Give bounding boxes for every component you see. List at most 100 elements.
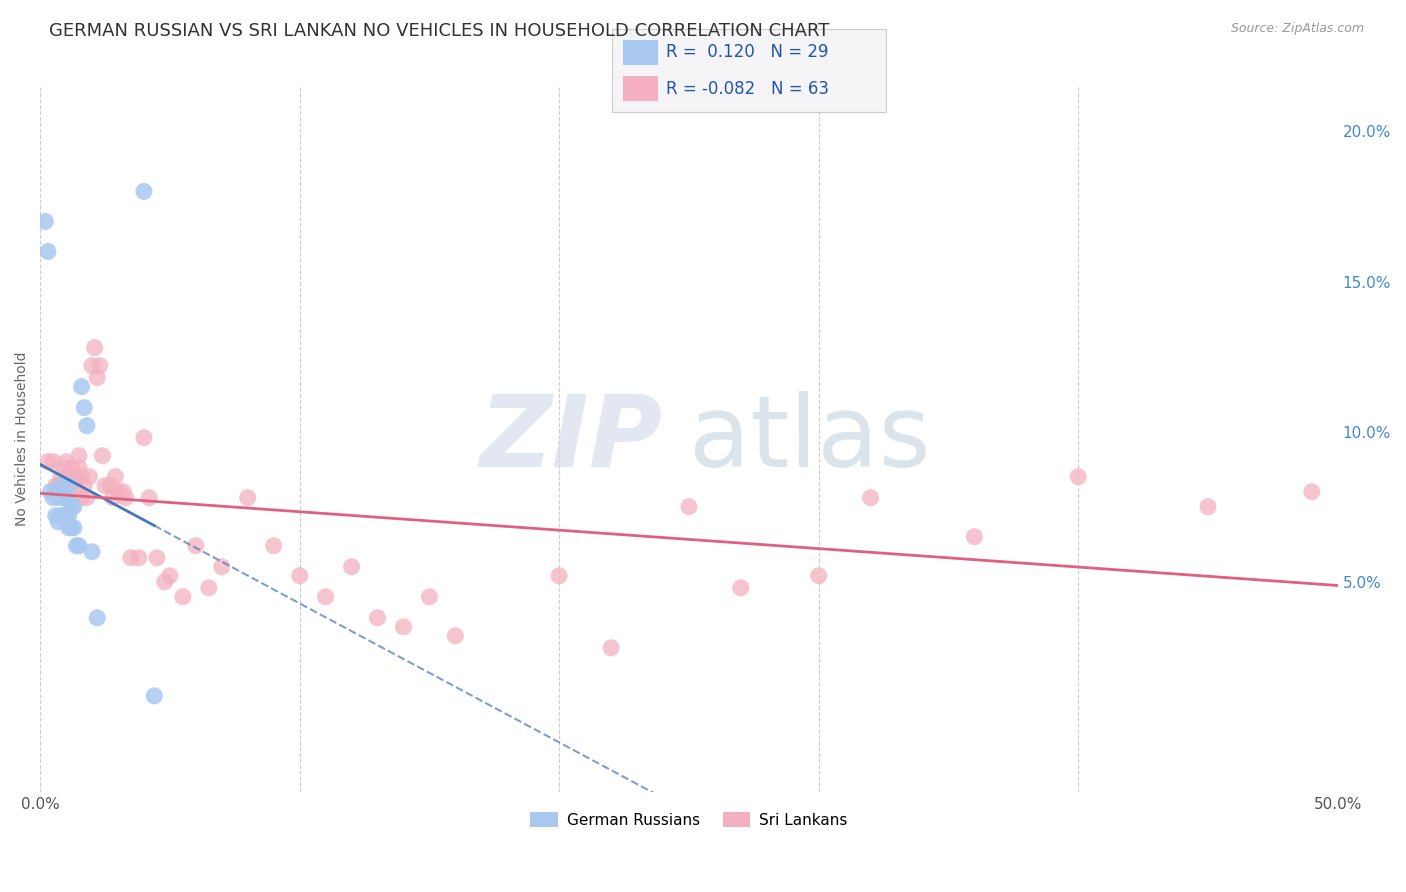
Point <box>63 500 86 514</box>
Point <box>198 581 221 595</box>
Point <box>730 581 752 595</box>
Point <box>107 484 129 499</box>
Point <box>37 455 59 469</box>
Point <box>80 545 103 559</box>
Point <box>288 568 311 582</box>
Point <box>67 460 90 475</box>
Point <box>392 620 415 634</box>
Point <box>79 469 101 483</box>
Point <box>184 539 207 553</box>
Point <box>678 500 700 514</box>
Point <box>46 479 69 493</box>
Point <box>807 568 830 582</box>
Legend: German Russians, Sri Lankans: German Russians, Sri Lankans <box>524 805 853 834</box>
Point <box>76 418 98 433</box>
Text: Source: ZipAtlas.com: Source: ZipAtlas.com <box>1230 22 1364 36</box>
Point <box>65 539 87 553</box>
Point <box>128 550 150 565</box>
Y-axis label: No Vehicles in Household: No Vehicles in Household <box>15 352 30 526</box>
Point <box>86 370 108 384</box>
Point <box>120 550 142 565</box>
Point <box>315 590 337 604</box>
Point <box>70 379 93 393</box>
Point <box>101 491 124 505</box>
Point <box>86 611 108 625</box>
Point <box>65 469 87 483</box>
Point <box>73 401 96 415</box>
Point <box>46 515 69 529</box>
Point <box>76 491 98 505</box>
Point <box>963 530 986 544</box>
Point <box>548 568 571 582</box>
Point <box>63 479 86 493</box>
FancyBboxPatch shape <box>623 40 658 65</box>
Point <box>444 629 467 643</box>
Point <box>83 341 105 355</box>
Point <box>263 539 285 553</box>
Point <box>45 479 67 493</box>
Point <box>143 689 166 703</box>
Point <box>45 508 67 523</box>
Point <box>60 460 83 475</box>
Point <box>153 574 176 589</box>
Point <box>159 568 181 582</box>
Point <box>172 590 194 604</box>
Point <box>89 359 111 373</box>
Point <box>52 491 75 505</box>
Point <box>67 539 90 553</box>
Point <box>114 491 136 505</box>
Point <box>52 508 75 523</box>
Point <box>37 244 59 259</box>
Point <box>236 491 259 505</box>
Point <box>70 491 93 505</box>
Text: atlas: atlas <box>689 391 931 488</box>
Point <box>52 460 75 475</box>
Point <box>58 479 80 493</box>
Point <box>58 469 80 483</box>
Point <box>63 521 86 535</box>
Point <box>600 640 623 655</box>
FancyBboxPatch shape <box>623 76 658 101</box>
Point <box>60 491 83 505</box>
Point <box>859 491 882 505</box>
Point <box>91 449 114 463</box>
Point <box>366 611 388 625</box>
Point <box>418 590 440 604</box>
Text: GERMAN RUSSIAN VS SRI LANKAN NO VEHICLES IN HOUSEHOLD CORRELATION CHART: GERMAN RUSSIAN VS SRI LANKAN NO VEHICLES… <box>49 22 830 40</box>
Point <box>60 521 83 535</box>
Point <box>55 508 77 523</box>
Point <box>46 491 69 505</box>
FancyBboxPatch shape <box>612 29 886 112</box>
Point <box>42 491 65 505</box>
Point <box>211 559 233 574</box>
Point <box>58 521 80 535</box>
Point <box>132 431 155 445</box>
Point <box>98 479 121 493</box>
Point <box>1197 500 1219 514</box>
Point <box>104 469 127 483</box>
Point <box>80 359 103 373</box>
Point <box>63 469 86 483</box>
Point <box>55 469 77 483</box>
Text: R = -0.082   N = 63: R = -0.082 N = 63 <box>666 80 830 98</box>
Point <box>67 449 90 463</box>
Point <box>94 479 117 493</box>
Point <box>1301 484 1323 499</box>
Point <box>1067 469 1090 483</box>
Point <box>60 500 83 514</box>
Text: ZIP: ZIP <box>479 391 664 488</box>
Point <box>340 559 363 574</box>
Point <box>146 550 169 565</box>
Point <box>70 469 93 483</box>
Point <box>73 479 96 493</box>
Point <box>49 508 72 523</box>
Point <box>49 469 72 483</box>
Point <box>34 214 56 228</box>
Point <box>132 185 155 199</box>
Point <box>138 491 160 505</box>
Point <box>49 479 72 493</box>
Text: R =  0.120   N = 29: R = 0.120 N = 29 <box>666 43 830 61</box>
Point <box>112 484 135 499</box>
Point <box>39 484 62 499</box>
Point <box>42 455 65 469</box>
